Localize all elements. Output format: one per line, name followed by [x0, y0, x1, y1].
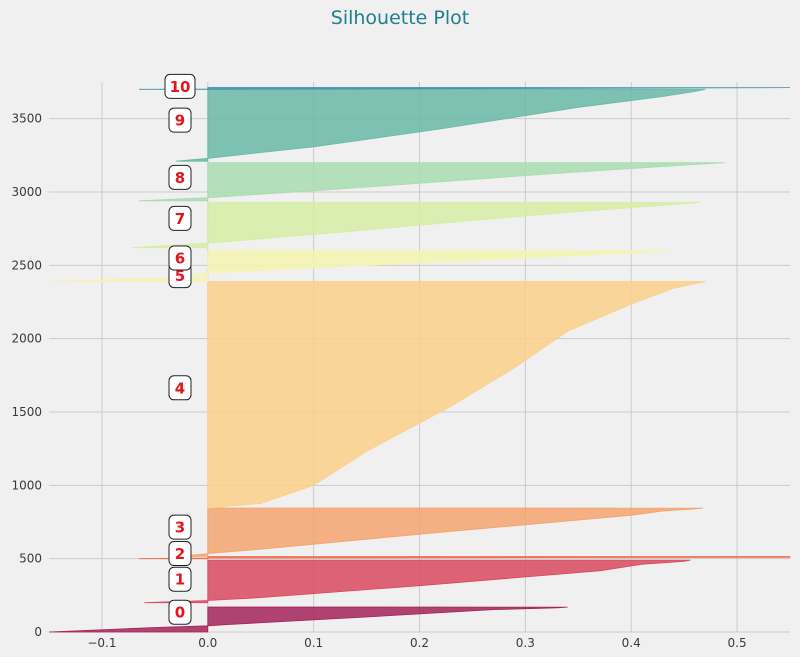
cluster-label-text: 9: [175, 112, 185, 130]
cluster-label-text: 8: [175, 169, 185, 187]
cluster-label-box: [168, 541, 192, 567]
cluster-6-label: 6: [168, 245, 192, 271]
y-tick-label: 2500: [11, 258, 42, 272]
cluster-label-box: [168, 164, 192, 190]
cluster-label-box: [164, 73, 196, 99]
y-tick-label: 0: [34, 625, 42, 639]
cluster-label-text: 10: [170, 78, 191, 96]
cluster-label-text: 2: [175, 545, 185, 563]
cluster-0-silhouette: [48, 606, 568, 633]
y-tick-label: 1500: [11, 405, 42, 419]
cluster-4-silhouette: [207, 281, 706, 509]
cluster-1-silhouette: [144, 559, 691, 604]
x-tick-label: 0.1: [304, 636, 323, 650]
cluster-label-text: 0: [175, 604, 185, 622]
y-tick-label: 1000: [11, 478, 42, 492]
cluster-label-box: [168, 107, 192, 133]
cluster-label-box: [168, 514, 192, 540]
cluster-label-text: 7: [175, 210, 185, 228]
cluster-label-layer: 0 1 2 3 4 56 7 8 9 10: [164, 73, 196, 625]
x-tick-label: 0.0: [198, 636, 217, 650]
cluster-label-text: 4: [175, 379, 185, 397]
cluster-label-text: 1: [175, 571, 185, 589]
x-tick-label: −0.1: [87, 636, 116, 650]
cluster-label-text: 5: [175, 267, 185, 285]
cluster-label-text: 3: [175, 519, 185, 537]
cluster-9-silhouette: [175, 88, 706, 162]
cluster-10-silhouette: [138, 87, 791, 90]
cluster-8-label: 8: [168, 164, 192, 190]
cluster-0-label: 0: [168, 599, 192, 625]
y-tick-label: 3000: [11, 185, 42, 199]
tick-layer: −0.1 0.0 0.1 0.2 0.3 0.4 0.5050010001500200025…: [11, 112, 746, 650]
y-tick-label: 2000: [11, 332, 42, 346]
cluster-label-text: 6: [175, 250, 185, 268]
x-tick-label: 0.4: [622, 636, 641, 650]
cluster-8-silhouette: [138, 162, 725, 202]
cluster-4-label: 4: [168, 375, 192, 401]
chart-title: Silhouette Plot: [331, 7, 469, 29]
cluster-label-box: [168, 566, 192, 592]
cluster-10-label: 10: [164, 73, 196, 99]
cluster-1-label: 1: [168, 566, 192, 592]
cluster-3-silhouette: [175, 507, 704, 557]
cluster-layer: [48, 87, 791, 633]
cluster-9-label: 9: [168, 107, 192, 133]
cluster-3-label: 3: [168, 514, 192, 540]
cluster-label-box: [168, 375, 192, 401]
y-tick-label: 500: [19, 552, 42, 566]
cluster-7-label: 7: [168, 205, 192, 231]
y-tick-label: 3500: [11, 112, 42, 126]
cluster-label-box: [168, 245, 192, 271]
cluster-7-silhouette: [131, 201, 701, 249]
cluster-label-box: [168, 599, 192, 625]
x-tick-label: 0.2: [410, 636, 429, 650]
cluster-label-box: [168, 205, 192, 231]
x-tick-label: 0.3: [516, 636, 535, 650]
cluster-6-silhouette: [186, 250, 669, 276]
cluster-2-label: 2: [168, 541, 192, 567]
x-tick-label: 0.5: [728, 636, 747, 650]
